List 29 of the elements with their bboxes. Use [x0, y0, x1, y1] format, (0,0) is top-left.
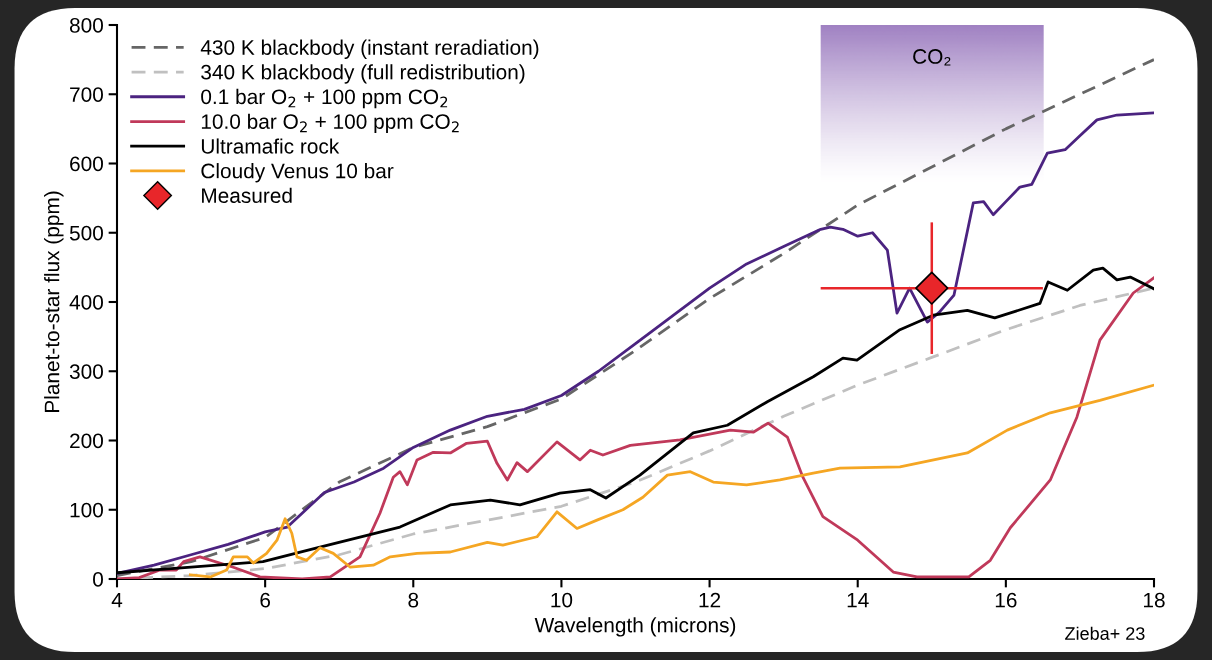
legend-label: 340 K blackbody (full redistribution) — [201, 64, 525, 84]
y-tick-label: 500 — [69, 225, 103, 241]
band-label: CO₂ — [913, 49, 951, 66]
text: Zieba+ 23 — [1065, 626, 1145, 640]
x-tick-label: 14 — [847, 592, 869, 608]
y-tick-label: 0 — [93, 572, 103, 587]
y-axis-title: Planet-to-star flux (ppm) — [44, 191, 64, 413]
x-tick-label: 12 — [699, 592, 721, 608]
x-tick-label: 4 — [111, 592, 123, 608]
y-tick-label: 700 — [70, 87, 103, 102]
legend-label: Measured — [202, 187, 292, 203]
y-tick-label: 100 — [70, 502, 103, 518]
y-tick-label: 300 — [69, 364, 103, 379]
y-tick-label: 800 — [69, 18, 103, 33]
legend-label: 430 K blackbody (instant reradiation) — [200, 39, 539, 59]
x-tick-label: 8 — [408, 592, 419, 608]
line-series — [188, 383, 1154, 579]
legend-label: Cloudy Venus 10 bar — [201, 163, 394, 183]
y-tick-label: 400 — [69, 295, 103, 310]
x-tick-label: 16 — [995, 592, 1017, 608]
x-tick-label: 6 — [260, 592, 271, 608]
legend-label: 0.1 bar O$_{2}$ + 100 ppm CO$_{2}$ — [201, 88, 448, 109]
y-tick-label: 200 — [70, 433, 103, 449]
legend-label: 10.0 bar O$_{2}$ + 100 ppm CO$_{2}$ — [201, 113, 459, 134]
x-tick-label: 10 — [551, 592, 573, 608]
y-tick-label: 600 — [70, 156, 103, 172]
x-axis-title: Wavelength (microns) — [534, 617, 736, 637]
legend-label: Ultramafic rock — [201, 138, 340, 154]
x-tick-label: 18 — [1144, 592, 1165, 608]
